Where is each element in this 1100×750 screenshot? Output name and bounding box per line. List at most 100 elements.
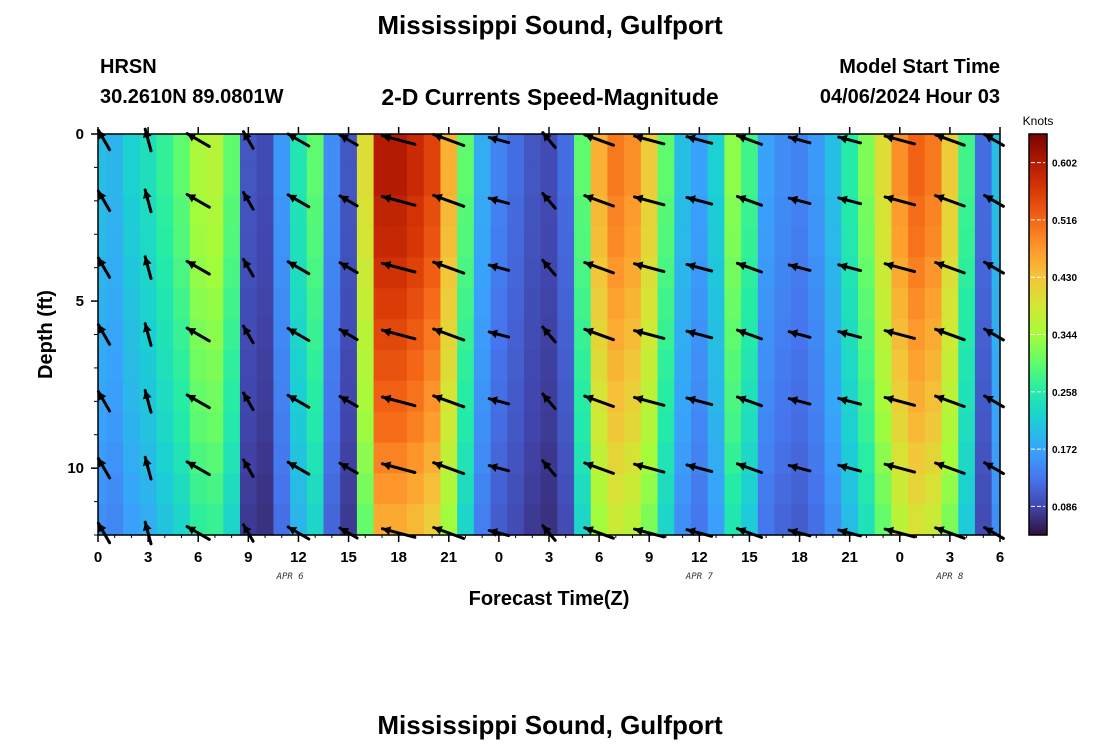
heat-cell <box>741 288 759 320</box>
heat-cell <box>98 226 107 258</box>
heat-cell <box>189 226 208 258</box>
heat-cell <box>640 504 659 536</box>
heat-cell <box>523 442 542 474</box>
vector-head <box>584 394 594 404</box>
current-vector <box>735 395 763 408</box>
heat-cell <box>356 504 375 536</box>
heat-cell <box>407 164 425 197</box>
heat-cell <box>139 134 158 166</box>
heat-cell <box>473 380 492 413</box>
heat-cell <box>624 349 642 382</box>
heat-cell <box>674 442 692 474</box>
current-vector <box>735 134 763 146</box>
heat-cell <box>123 288 141 320</box>
heat-cell <box>858 319 876 351</box>
heat-cell <box>173 164 191 197</box>
heat-cell <box>858 442 876 474</box>
heat-cell <box>390 504 408 536</box>
heat-cell <box>106 257 124 289</box>
heat-cell <box>908 504 926 536</box>
current-vector <box>837 463 862 473</box>
heat-cell <box>356 195 375 228</box>
heat-cell <box>557 288 575 320</box>
heat-cell <box>574 164 592 197</box>
heat-cell <box>774 164 792 197</box>
heat-cell <box>724 164 742 197</box>
heat-cell <box>540 195 558 228</box>
vector-head <box>687 527 696 537</box>
heat-cell <box>156 319 174 351</box>
vector-head <box>382 133 392 143</box>
current-vector <box>487 329 511 339</box>
heat-cell <box>156 195 174 228</box>
current-vector <box>380 526 417 539</box>
heat-cell <box>106 226 124 258</box>
current-vector <box>541 325 557 344</box>
heat-cell <box>290 226 308 258</box>
heat-cell <box>607 380 625 413</box>
heat-cell <box>941 504 959 536</box>
heat-cell <box>523 473 542 505</box>
heat-cell <box>473 226 492 258</box>
current-vector <box>338 133 359 147</box>
heat-cell <box>707 288 725 320</box>
current-vector <box>432 327 466 342</box>
heat-cell <box>858 349 876 382</box>
heat-cell <box>824 380 842 413</box>
heat-cell <box>239 134 258 166</box>
heat-cell <box>323 164 341 197</box>
heat-cell <box>924 134 943 166</box>
heat-cell <box>173 195 191 228</box>
heat-cell <box>106 380 124 413</box>
heat-cell <box>273 473 291 505</box>
heat-cell <box>807 226 826 258</box>
heat-cell <box>657 195 675 228</box>
heat-cell <box>707 195 725 228</box>
heat-cell <box>423 226 442 258</box>
heat-cell <box>206 473 224 505</box>
heat-cell <box>607 319 625 351</box>
heat-cell <box>390 473 408 505</box>
heat-cell <box>123 226 141 258</box>
current-vector <box>286 460 311 476</box>
heat-cell <box>657 380 675 413</box>
current-vector <box>583 394 615 408</box>
heat-cell <box>858 380 876 413</box>
vector-head <box>634 395 644 404</box>
heat-cell <box>223 349 241 382</box>
heat-cell <box>540 504 558 536</box>
current-vector <box>185 259 211 276</box>
heat-cell <box>624 411 642 444</box>
heat-cell <box>423 473 442 505</box>
y-tick-label: 0 <box>76 126 84 143</box>
heat-cell <box>908 134 926 166</box>
heat-cell <box>757 349 776 382</box>
heat-cell <box>640 473 659 505</box>
x-tick-label: 3 <box>144 549 152 566</box>
x-tick-label: 18 <box>791 549 808 566</box>
vector-head <box>433 260 443 270</box>
heat-cell <box>624 288 642 320</box>
heat-cell <box>791 257 809 289</box>
heat-cell <box>891 473 909 505</box>
heat-cell <box>657 257 675 289</box>
heat-cell <box>423 411 442 444</box>
vector-head <box>187 194 197 203</box>
heat-cell <box>774 226 792 258</box>
heat-cell <box>724 288 742 320</box>
heat-cell <box>924 288 943 320</box>
heat-cell <box>457 257 475 289</box>
current-vector <box>541 524 557 542</box>
current-vector <box>583 194 615 208</box>
heat-cell <box>824 257 842 289</box>
heat-cell <box>958 473 976 505</box>
current-vector <box>934 261 966 275</box>
heat-cell <box>390 349 408 382</box>
vector-head <box>489 329 498 339</box>
heat-cell <box>273 504 291 536</box>
heat-cell <box>98 288 107 320</box>
heat-cell <box>724 226 742 258</box>
vector-head <box>340 329 350 338</box>
heat-cell <box>657 288 675 320</box>
heat-cell <box>874 349 893 382</box>
